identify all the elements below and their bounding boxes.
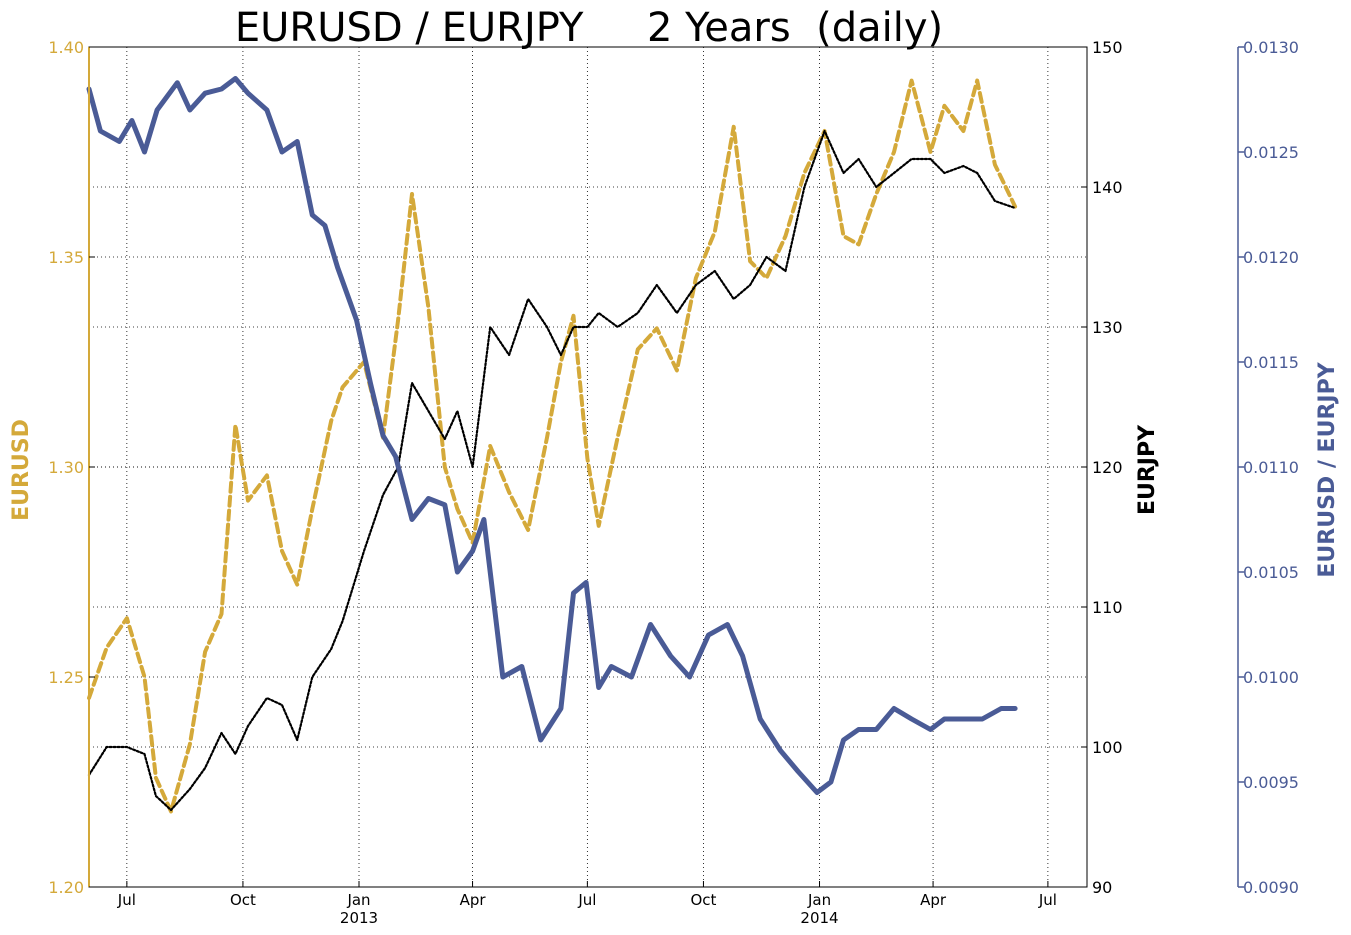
far-right-tick-label: 0.0095	[1243, 773, 1299, 792]
far-right-axis-label: EURUSD / EURJPY	[1315, 361, 1340, 577]
x-tick-label: Jul	[117, 891, 136, 909]
far-right-tick-label: 0.0090	[1243, 878, 1299, 897]
far-right-tick-label: 0.0125	[1243, 143, 1299, 162]
x-axis-ticks: Jul Oct Jan Apr Jul Oct Jan Apr Jul 2013 2014	[117, 881, 1057, 927]
left-tick-label: 1.20	[48, 878, 84, 897]
x-tick-label: Oct	[690, 891, 716, 909]
far-right-tick-label: 0.0100	[1243, 668, 1299, 687]
x-tick-label: Oct	[230, 891, 256, 909]
right-tick-label: 100	[1092, 738, 1123, 757]
far-right-tick-label: 0.0120	[1243, 248, 1299, 267]
series-layer	[86, 76, 1018, 814]
left-tick-label: 1.40	[48, 38, 84, 57]
x-year-label: 2014	[800, 909, 838, 927]
left-tick-label: 1.35	[48, 248, 84, 267]
right-tick-label: 130	[1092, 318, 1123, 337]
right-axis-ticks: 90 100 110 120 130 140 150	[1081, 38, 1123, 897]
left-axis-ticks: 1.20 1.25 1.30 1.35 1.40	[48, 38, 95, 897]
right-tick-label: 120	[1092, 458, 1123, 477]
far-right-axis-ticks: 0.0090 0.0095 0.0100 0.0105 0.0110 0.0115 0.01…	[1238, 38, 1299, 897]
ratio-series-line	[86, 76, 1018, 795]
x-tick-label: Jul	[577, 891, 596, 909]
x-tick-label: Jul	[1038, 891, 1057, 909]
right-tick-label: 110	[1092, 598, 1123, 617]
x-tick-label: Jan	[807, 891, 831, 909]
eurjpy-series-line	[87, 129, 1017, 812]
right-tick-label: 150	[1092, 38, 1123, 57]
chart-title: EURUSD / EURJPY 2 Years (daily)	[235, 5, 943, 51]
x-tick-label: Apr	[920, 891, 947, 909]
left-tick-label: 1.25	[48, 668, 84, 687]
far-right-tick-label: 0.0130	[1243, 38, 1299, 57]
far-right-tick-label: 0.0105	[1243, 563, 1299, 582]
far-right-tick-label: 0.0115	[1243, 353, 1299, 372]
right-tick-label: 90	[1092, 878, 1112, 897]
right-axis-label: EURJPY	[1135, 424, 1160, 515]
x-tick-label: Apr	[460, 891, 487, 909]
x-tick-label: Jan	[346, 891, 370, 909]
left-tick-label: 1.30	[48, 458, 84, 477]
right-tick-label: 140	[1092, 178, 1123, 197]
eurusd-series-line	[87, 78, 1018, 814]
far-right-tick-label: 0.0110	[1243, 458, 1299, 477]
left-axis-label: EURUSD	[9, 419, 34, 521]
x-year-label: 2013	[340, 909, 378, 927]
